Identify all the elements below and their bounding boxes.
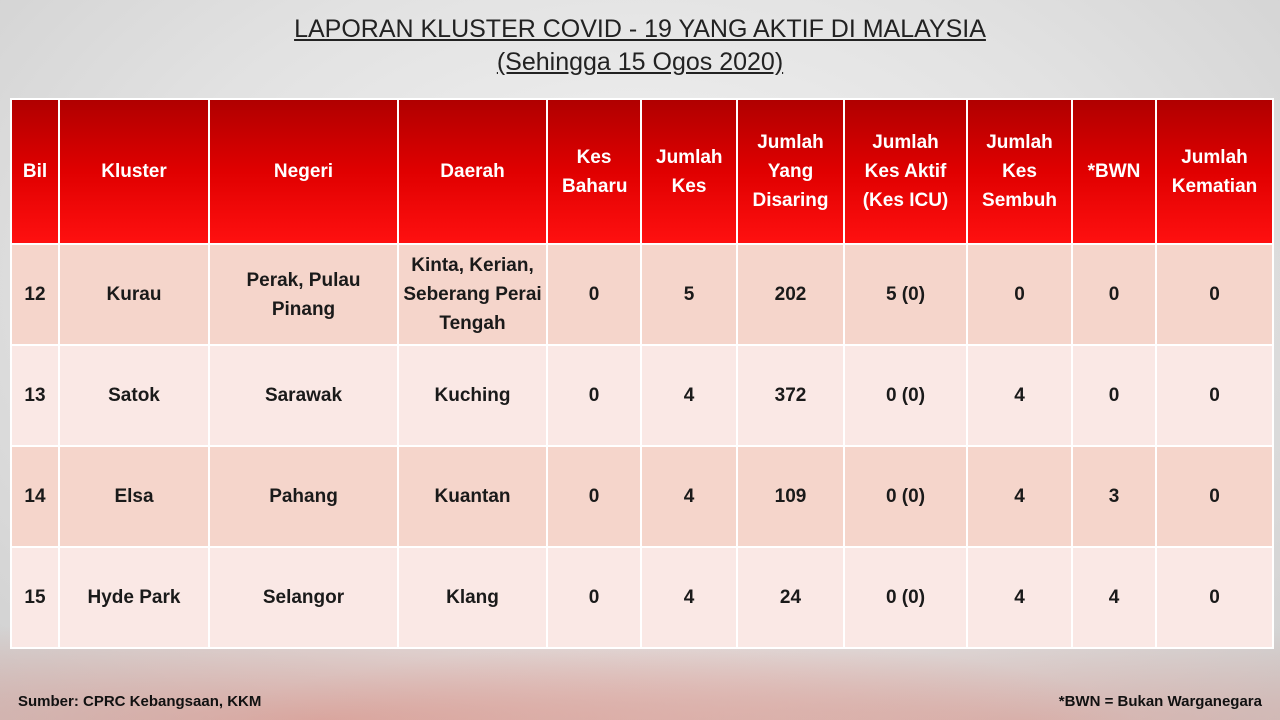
cluster-table: Bil Kluster Negeri Daerah Kes Baharu Jumlah K… — [10, 98, 1274, 649]
column-header: Negeri — [208, 98, 399, 245]
table-cell: 202 — [736, 243, 845, 346]
table-cell: 13 — [10, 344, 60, 447]
table-cell: 372 — [736, 344, 845, 447]
table-cell: Sarawak — [208, 344, 399, 447]
source-note: Sumber: CPRC Kebangsaan, KKM — [18, 693, 262, 710]
table-cell: 3 — [1071, 445, 1157, 548]
column-header: *BWN — [1071, 98, 1157, 245]
table-cell: Kinta, Kerian, Seberang Perai Tengah — [397, 243, 548, 346]
table-cell: 4 — [640, 445, 738, 548]
table-cell: Perak, Pulau Pinang — [208, 243, 399, 346]
table-cell: 4 — [1071, 546, 1157, 649]
table-cell: Hyde Park — [58, 546, 210, 649]
table-cell: 4 — [966, 445, 1073, 548]
column-header: Kes Baharu — [546, 98, 642, 245]
column-header: Jumlah Kes Aktif (Kes ICU) — [843, 98, 968, 245]
table-cell: 109 — [736, 445, 845, 548]
table-header-row: Bil Kluster Negeri Daerah Kes Baharu Jumlah K… — [10, 98, 1274, 245]
page-title: LAPORAN KLUSTER COVID - 19 YANG AKTIF DI… — [294, 15, 986, 43]
column-header: Jumlah Kes Sembuh — [966, 98, 1073, 245]
table-cell: 0 — [1155, 344, 1274, 447]
table-cell: Selangor — [208, 546, 399, 649]
table-cell: Klang — [397, 546, 548, 649]
table-row: 12 Kurau Perak, Pulau Pinang Kinta, Kerian,… — [10, 243, 1274, 346]
column-header: Kluster — [58, 98, 210, 245]
table-cell: 4 — [640, 546, 738, 649]
table-cell: 4 — [966, 344, 1073, 447]
table-cell: 0 — [1155, 243, 1274, 346]
table-cell: 14 — [10, 445, 60, 548]
table-cell: 0 — [546, 243, 642, 346]
column-header: Bil — [10, 98, 60, 245]
table-cell: 15 — [10, 546, 60, 649]
table-cell: 0 — [546, 344, 642, 447]
column-header: Jumlah Kematian — [1155, 98, 1274, 245]
table-row: 15 Hyde Park Selangor Klang 0 4 24 0 (0) 4 4 0 — [10, 546, 1274, 649]
table-cell: 0 (0) — [843, 344, 968, 447]
table-cell: Kuching — [397, 344, 548, 447]
table-cell: Kurau — [58, 243, 210, 346]
table-cell: 0 — [1071, 344, 1157, 447]
table-cell: Satok — [58, 344, 210, 447]
table-cell: 0 — [1155, 445, 1274, 548]
page-subtitle: (Sehingga 15 Ogos 2020) — [496, 48, 784, 76]
table-row: 13 Satok Sarawak Kuching 0 4 372 0 (0) 4 0 0 — [10, 344, 1274, 447]
table-cell: 24 — [736, 546, 845, 649]
table-cell: Elsa — [58, 445, 210, 548]
column-header: Daerah — [397, 98, 548, 245]
column-header: Jumlah Kes — [640, 98, 738, 245]
column-header: Jumlah Yang Disaring — [736, 98, 845, 245]
table-cell: Kuantan — [397, 445, 548, 548]
table-cell: 0 (0) — [843, 546, 968, 649]
table-cell: 12 — [10, 243, 60, 346]
table-cell: 4 — [966, 546, 1073, 649]
table-cell: 0 — [1071, 243, 1157, 346]
table-cell: 5 (0) — [843, 243, 968, 346]
table-row: 14 Elsa Pahang Kuantan 0 4 109 0 (0) 4 3 0 — [10, 445, 1274, 548]
table-cell: 4 — [640, 344, 738, 447]
table-cell: 0 — [546, 445, 642, 548]
table-cell: 0 — [966, 243, 1073, 346]
table-cell: 0 — [1155, 546, 1274, 649]
table-cell: 0 — [546, 546, 642, 649]
bwn-footnote: *BWN = Bukan Warganegara — [1058, 693, 1262, 710]
table-cell: 5 — [640, 243, 738, 346]
table-cell: 0 (0) — [843, 445, 968, 548]
table-cell: Pahang — [208, 445, 399, 548]
